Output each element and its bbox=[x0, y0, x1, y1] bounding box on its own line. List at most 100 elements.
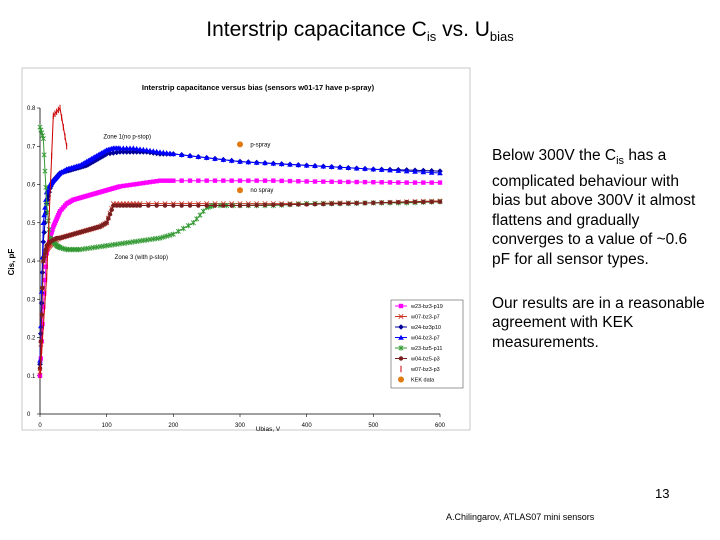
data-point-interp bbox=[42, 204, 48, 210]
data-point bbox=[124, 203, 129, 208]
data-point-interp bbox=[160, 149, 167, 155]
data-point-interp bbox=[131, 203, 136, 208]
data-point-interp bbox=[221, 178, 226, 183]
data-point bbox=[171, 203, 176, 208]
chart-annotation: Zone 3 (with p-stop) bbox=[115, 255, 168, 261]
legend-box bbox=[390, 299, 464, 389]
data-point-interp bbox=[50, 227, 55, 232]
data-point-interp bbox=[262, 160, 268, 166]
legend-label: w07-bz3-p7 bbox=[410, 315, 440, 321]
data-point-interp bbox=[43, 197, 49, 202]
y-tick-label: 0.8 bbox=[27, 106, 36, 112]
data-point-interp bbox=[345, 164, 352, 170]
data-point-interp bbox=[387, 200, 393, 205]
legend-label: w04-bz3-p7 bbox=[410, 336, 440, 342]
data-point-interp bbox=[134, 181, 139, 187]
data-point-interp bbox=[178, 152, 185, 158]
data-point-interp bbox=[123, 149, 130, 155]
data-point bbox=[130, 149, 137, 155]
y-tick-label: 0 bbox=[27, 412, 31, 418]
y-tick-label: 0.2 bbox=[27, 336, 36, 342]
data-point bbox=[40, 219, 47, 225]
data-point-interp bbox=[167, 178, 173, 183]
x-tick-label: 600 bbox=[435, 423, 446, 429]
data-point-interp bbox=[412, 168, 418, 174]
data-point-interp bbox=[110, 150, 117, 156]
data-point-interp bbox=[180, 225, 186, 232]
data-point-interp bbox=[296, 179, 301, 184]
data-point-interp bbox=[287, 161, 293, 167]
data-point-interp bbox=[278, 161, 285, 167]
y-tick-label: 0.7 bbox=[27, 144, 36, 150]
data-point bbox=[271, 202, 276, 207]
data-point-interp bbox=[44, 197, 51, 203]
data-point bbox=[337, 164, 343, 170]
data-point-interp bbox=[187, 203, 193, 208]
y-axis-label: Cis, pF bbox=[7, 249, 16, 276]
chart-annotation: no spray bbox=[250, 188, 273, 194]
data-point-interp bbox=[114, 203, 119, 208]
data-point-interp bbox=[229, 178, 234, 183]
data-point bbox=[403, 168, 410, 174]
data-point-interp bbox=[312, 163, 318, 169]
series-8 bbox=[237, 141, 243, 194]
y-tick-label: 0.1 bbox=[27, 374, 36, 380]
data-point-interp bbox=[42, 168, 48, 174]
data-point-interp bbox=[124, 183, 129, 188]
data-point-interp bbox=[421, 199, 426, 205]
data-point bbox=[237, 187, 243, 194]
data-point-interp bbox=[167, 150, 173, 156]
data-point-interp bbox=[154, 178, 159, 184]
data-point bbox=[204, 178, 209, 183]
data-point-interp bbox=[262, 202, 268, 208]
data-point-interp bbox=[187, 153, 193, 159]
data-point-interp bbox=[40, 285, 45, 290]
data-point-interp bbox=[141, 180, 146, 186]
slide-title: Interstrip capacitance Cis vs. Ubias bbox=[206, 18, 514, 45]
data-point-interp bbox=[39, 312, 44, 317]
x-tick-label: 200 bbox=[168, 423, 179, 429]
legend-label: w23-bz5-p11 bbox=[410, 346, 442, 352]
data-point bbox=[437, 180, 443, 185]
data-point-interp bbox=[113, 149, 120, 156]
legend-marker bbox=[398, 345, 404, 351]
data-point-interp bbox=[328, 164, 335, 170]
data-point-interp bbox=[117, 203, 123, 208]
data-point bbox=[337, 201, 343, 206]
data-point-interp bbox=[429, 180, 434, 185]
x-tick-label: 500 bbox=[368, 423, 379, 429]
data-point-interp bbox=[387, 180, 393, 185]
data-point bbox=[437, 170, 443, 176]
data-point bbox=[40, 135, 46, 142]
data-point-interp bbox=[221, 203, 226, 208]
data-point-interp bbox=[121, 183, 126, 189]
footer-credit: A.Chilingarov, ATLAS07 mini sensors bbox=[446, 512, 595, 522]
data-point-interp bbox=[212, 155, 218, 161]
y-tick-label: 0.3 bbox=[27, 297, 36, 303]
data-point bbox=[157, 149, 163, 155]
chart-annotation: Zone 1(no p-stop) bbox=[103, 135, 151, 141]
data-point bbox=[271, 178, 276, 183]
data-point bbox=[157, 178, 163, 183]
data-point bbox=[304, 202, 309, 207]
data-point bbox=[130, 145, 137, 151]
data-point bbox=[237, 141, 243, 148]
data-point-interp bbox=[246, 178, 251, 183]
data-point bbox=[203, 154, 210, 160]
data-point-interp bbox=[220, 156, 227, 162]
legend-label: w23-bz3-p19 bbox=[410, 304, 443, 310]
chart-title: Interstrip capacitance versus bias (sens… bbox=[142, 83, 375, 92]
y-tick-label: 0.6 bbox=[27, 183, 36, 189]
data-point bbox=[144, 180, 149, 185]
data-point-interp bbox=[187, 178, 193, 183]
data-point-interp bbox=[42, 277, 48, 283]
data-point bbox=[170, 151, 177, 157]
data-point bbox=[170, 231, 176, 237]
data-point-interp bbox=[179, 203, 184, 208]
data-point bbox=[131, 182, 136, 187]
legend-marker bbox=[398, 334, 404, 340]
data-point-interp bbox=[134, 203, 139, 208]
data-point-interp bbox=[412, 180, 418, 185]
data-point-interp bbox=[127, 182, 133, 188]
data-point-interp bbox=[175, 228, 181, 235]
